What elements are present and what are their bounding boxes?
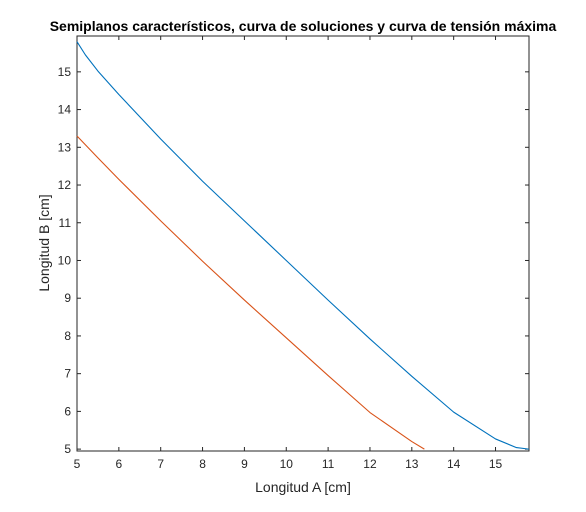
x-tick-label: 13 bbox=[405, 457, 419, 471]
x-tick-label: 9 bbox=[241, 457, 248, 471]
x-tick-label: 11 bbox=[322, 457, 335, 471]
x-tick-label: 7 bbox=[157, 457, 164, 471]
x-tick-label: 6 bbox=[116, 457, 123, 471]
y-tick-label: 11 bbox=[59, 216, 72, 230]
x-tick-label: 14 bbox=[447, 457, 461, 471]
plot-area bbox=[76, 35, 530, 452]
y-tick-label: 10 bbox=[58, 253, 72, 267]
x-tick-label: 5 bbox=[74, 457, 81, 471]
y-axis: 5 6 7 8 9 10 11 12 13 14 15 bbox=[58, 65, 529, 456]
x-axis: 5 6 7 8 9 10 11 12 13 14 15 bbox=[74, 36, 503, 471]
y-tick-label: 13 bbox=[58, 140, 72, 154]
x-tick-label: 10 bbox=[280, 457, 294, 471]
x-tick-label: 12 bbox=[363, 457, 377, 471]
y-tick-label: 6 bbox=[64, 404, 71, 418]
series-line-1 bbox=[76, 41, 530, 450]
y-tick-label: 7 bbox=[64, 367, 71, 381]
chart-title: Semiplanos característicos, curva de sol… bbox=[50, 18, 557, 34]
y-tick-label: 9 bbox=[64, 291, 71, 305]
y-tick-label: 12 bbox=[58, 178, 72, 192]
y-axis-label: Longitud B [cm] bbox=[36, 194, 52, 291]
x-axis-label: Longitud A [cm] bbox=[255, 479, 351, 495]
series-line-2 bbox=[76, 135, 425, 450]
y-tick-label: 14 bbox=[58, 103, 72, 117]
x-tick-label: 8 bbox=[199, 457, 206, 471]
x-tick-label: 15 bbox=[489, 457, 503, 471]
y-tick-label: 5 bbox=[64, 442, 71, 456]
y-tick-label: 15 bbox=[58, 65, 72, 79]
series-lines bbox=[76, 41, 530, 450]
y-tick-label: 8 bbox=[64, 329, 71, 343]
